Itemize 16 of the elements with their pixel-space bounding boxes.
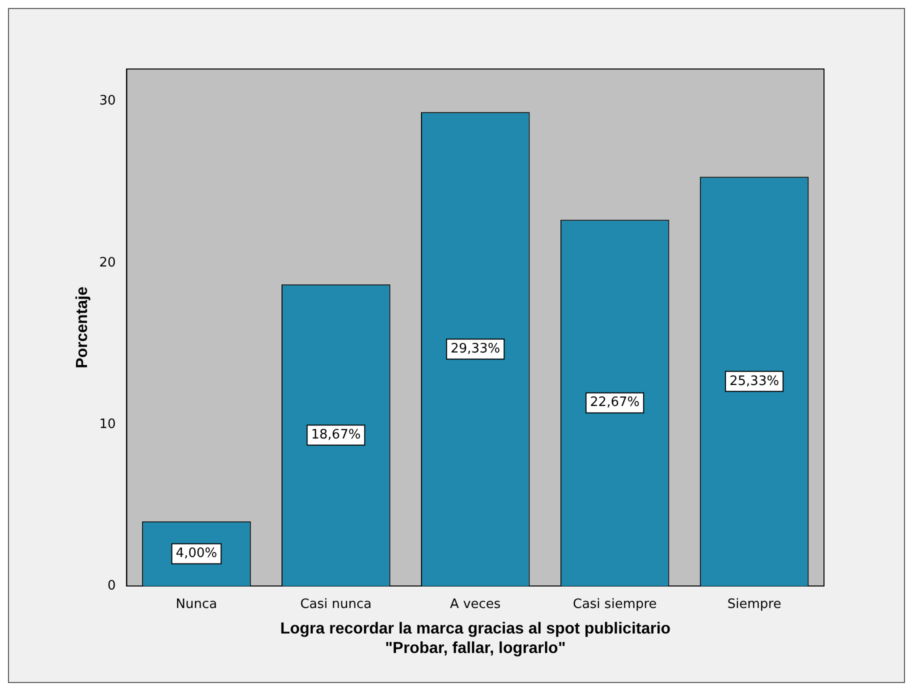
data-label: 18,67% bbox=[311, 428, 361, 443]
y-tick-label: 10 bbox=[99, 416, 116, 432]
x-axis-title: Logra recordar la marca gracias al spot publicitario "Probar, fallar, lograrlo" bbox=[280, 620, 671, 657]
x-tick-label: Siempre bbox=[727, 597, 782, 612]
y-tick-label: 0 bbox=[107, 578, 116, 594]
x-tick-label: Casi nunca bbox=[300, 597, 372, 612]
y-tick-label: 30 bbox=[99, 94, 116, 109]
data-label: 4,00% bbox=[176, 546, 218, 562]
data-label: 22,67% bbox=[590, 395, 640, 410]
y-axis-title: Porcentaje bbox=[74, 286, 92, 368]
x-tick-label: A veces bbox=[450, 597, 501, 612]
y-tick-label: 20 bbox=[99, 255, 116, 270]
x-tick-label: Nunca bbox=[176, 597, 218, 612]
data-label: 29,33% bbox=[450, 341, 500, 356]
x-tick-label: Casi siempre bbox=[572, 597, 657, 612]
data-label: 25,33% bbox=[729, 374, 780, 389]
